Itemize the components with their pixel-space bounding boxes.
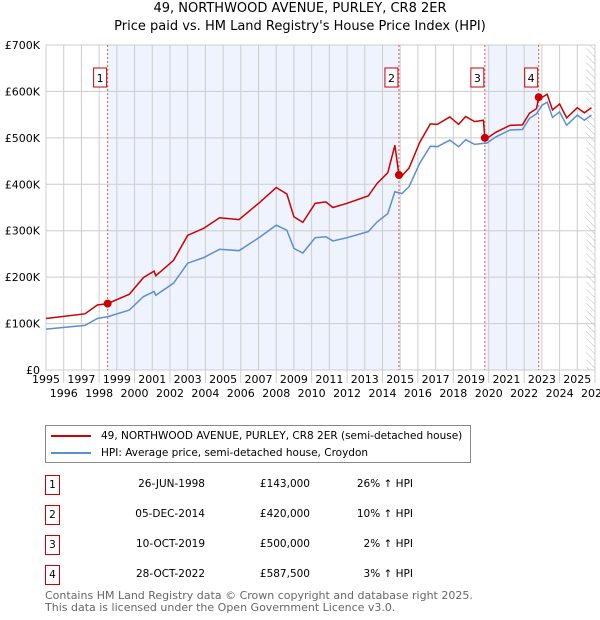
sale-date: 28-OCT-2022: [136, 568, 205, 580]
sale-row: 3 10-OCT-2019 £500,000 2% ↑ HPI: [45, 535, 445, 555]
x-tick-label: 1999: [103, 373, 131, 386]
sale-hpi-change: 3% ↑ HPI: [363, 568, 413, 580]
sale-point: [480, 133, 489, 142]
footer-licence: This data is licensed under the Open Gov…: [45, 601, 396, 614]
legend-label: 49, NORTHWOOD AVENUE, PURLEY, CR8 2ER (s…: [101, 430, 463, 442]
y-tick-label: £0: [26, 364, 40, 377]
sale-number-badge: 2: [45, 505, 60, 525]
sale-row: 2 05-DEC-2014 £420,000 10% ↑ HPI: [45, 505, 445, 525]
x-tick-label: 2013: [351, 373, 379, 386]
sale-hpi-change: 10% ↑ HPI: [356, 508, 413, 520]
sale-label-box: [524, 67, 539, 88]
x-tick-label: 1996: [50, 387, 78, 400]
y-tick-label: £400K: [5, 178, 41, 191]
x-tick-label: 2026: [581, 387, 600, 400]
x-tick-label: 2001: [138, 373, 166, 386]
sale-price: £500,000: [259, 538, 310, 550]
x-tick-label: 2004: [191, 387, 219, 400]
x-tick-label: 1995: [32, 373, 60, 386]
x-tick-label: 2012: [333, 387, 361, 400]
x-tick-label: 1997: [67, 373, 95, 386]
x-tick-label: 2019: [457, 373, 485, 386]
y-tick-label: £200K: [5, 271, 41, 284]
sale-label-number: 2: [388, 72, 395, 85]
sale-date: 26-JUN-1998: [138, 478, 205, 490]
x-tick-label: 2002: [156, 387, 184, 400]
legend-item-price: 49, NORTHWOOD AVENUE, PURLEY, CR8 2ER (s…: [46, 428, 462, 444]
x-tick-label: 2009: [280, 373, 308, 386]
x-tick-label: 1998: [85, 387, 113, 400]
x-tick-label: 2021: [492, 373, 520, 386]
shaded-period-2: [484, 45, 539, 370]
sale-label-box: [470, 67, 485, 88]
sale-row: 4 28-OCT-2022 £587,500 3% ↑ HPI: [45, 565, 445, 585]
legend-item-hpi: HPI: Average price, semi-detached house,…: [46, 445, 368, 461]
hpi-line: [45, 100, 592, 330]
y-tick-label: £300K: [5, 225, 41, 238]
sale-row: 1 26-JUN-1998 £143,000 26% ↑ HPI: [45, 475, 445, 495]
sale-label-box: [93, 67, 108, 88]
footer-copyright: Contains HM Land Registry data © Crown c…: [45, 589, 473, 602]
sale-label-number: 4: [528, 72, 535, 85]
x-tick-label: 2020: [475, 387, 503, 400]
x-tick-label: 2018: [439, 387, 467, 400]
x-tick-label: 2006: [227, 387, 255, 400]
sale-number-badge: 3: [45, 535, 60, 555]
sale-price: £587,500: [259, 568, 310, 580]
blue-line-swatch: [51, 452, 91, 454]
sale-hpi-change: 2% ↑ HPI: [363, 538, 413, 550]
x-tick-label: 2025: [563, 373, 591, 386]
x-tick-label: 2005: [209, 373, 237, 386]
x-tick-label: 2003: [174, 373, 202, 386]
x-tick-label: 2022: [510, 387, 538, 400]
x-tick-label: 2008: [262, 387, 290, 400]
x-tick-label: 2016: [404, 387, 432, 400]
x-tick-label: 2015: [386, 373, 414, 386]
x-tick-label: 2007: [245, 373, 273, 386]
sale-date: 10-OCT-2019: [136, 538, 205, 550]
x-tick-label: 2014: [368, 387, 396, 400]
sale-hpi-change: 26% ↑ HPI: [356, 478, 413, 490]
x-tick-label: 2024: [546, 387, 574, 400]
sale-number-badge: 4: [45, 565, 60, 585]
x-tick-label: 2000: [121, 387, 149, 400]
legend: 49, NORTHWOOD AVENUE, PURLEY, CR8 2ER (s…: [45, 425, 471, 463]
chart-subtitle: Price paid vs. HM Land Registry's House …: [114, 19, 486, 34]
y-tick-label: £500K: [5, 132, 41, 145]
sale-label-number: 3: [474, 72, 481, 85]
sale-point: [394, 171, 403, 179]
forecast-hatch: [586, 45, 595, 370]
sale-point: [103, 299, 112, 308]
sale-date: 05-DEC-2014: [135, 508, 205, 520]
y-tick-label: £100K: [5, 318, 41, 331]
sale-point: [534, 93, 543, 102]
sale-number-badge: 1: [45, 475, 60, 495]
x-tick-label: 2017: [422, 373, 450, 386]
y-tick-label: £700K: [5, 39, 41, 52]
x-tick-label: 2023: [528, 373, 556, 386]
price-chart: 1995199619971998199920002001200220032004…: [5, 39, 600, 400]
sale-label-box: [384, 67, 399, 88]
x-tick-label: 2011: [315, 373, 343, 386]
sale-price: £143,000: [259, 478, 310, 490]
sale-price: £420,000: [259, 508, 310, 520]
red-line-swatch: [51, 435, 91, 437]
y-tick-label: £600K: [5, 85, 41, 98]
legend-label: HPI: Average price, semi-detached house,…: [101, 447, 369, 459]
x-tick-label: 2010: [298, 387, 326, 400]
plot-frame: [45, 44, 596, 371]
chart-title: 49, NORTHWOOD AVENUE, PURLEY, CR8 2ER: [153, 1, 447, 16]
sale-label-number: 1: [97, 72, 104, 85]
